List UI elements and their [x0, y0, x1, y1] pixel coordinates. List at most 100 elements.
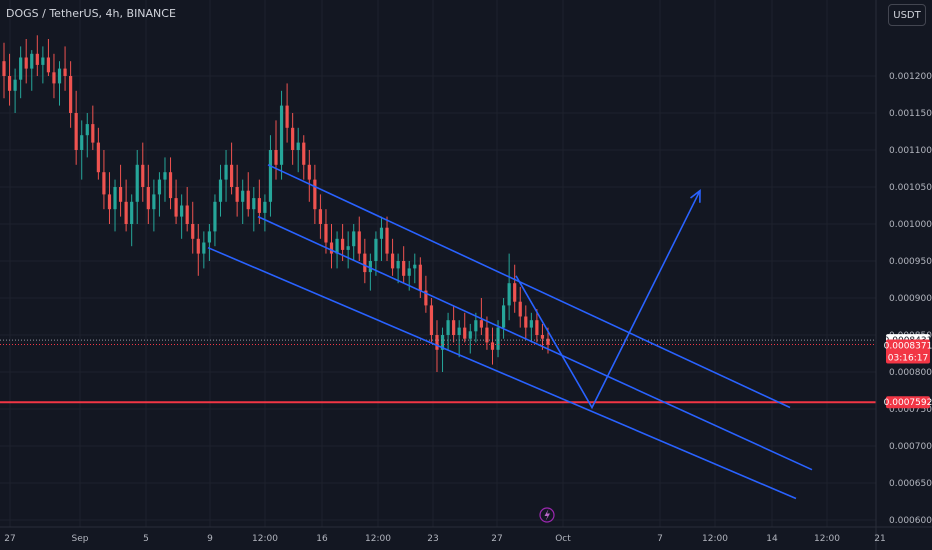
- candle-body: [313, 179, 317, 210]
- candle: [252, 187, 256, 232]
- candle-body: [402, 261, 406, 276]
- candle: [540, 323, 545, 350]
- candle-body: [19, 57, 23, 80]
- candle: [13, 68, 17, 113]
- x-tick-label: 12:00: [814, 534, 840, 544]
- x-tick-label: 21: [874, 534, 885, 544]
- candle-body: [501, 305, 506, 328]
- candle: [429, 298, 434, 343]
- candle-body: [346, 246, 350, 250]
- candle: [157, 172, 162, 217]
- price-tag: 0.0007592: [884, 396, 932, 409]
- candle-body: [91, 124, 95, 143]
- candle-body: [507, 283, 511, 306]
- candle-body: [41, 57, 45, 65]
- candle: [202, 231, 206, 269]
- candle: [180, 194, 184, 239]
- candle-body: [13, 79, 17, 91]
- candle-body: [102, 172, 106, 195]
- candle: [146, 164, 150, 224]
- candle: [2, 42, 6, 99]
- candle-body: [352, 231, 356, 247]
- y-tick-label: 0.0006000: [889, 516, 932, 526]
- candle-body: [224, 164, 228, 180]
- candle: [274, 120, 278, 180]
- candle-body: [135, 164, 139, 202]
- trend-channel-drawing[interactable]: [207, 164, 813, 500]
- candle: [74, 90, 78, 165]
- candle-body: [513, 283, 517, 302]
- candle: [85, 113, 89, 158]
- candle: [268, 135, 273, 217]
- price-tag-value: 0.0008371: [884, 342, 932, 352]
- candle: [346, 231, 350, 269]
- candle: [402, 246, 406, 284]
- candle-body: [141, 164, 145, 187]
- candle: [524, 305, 528, 339]
- candle: [535, 309, 539, 343]
- x-tick-label: 27: [491, 534, 502, 544]
- candle-body: [474, 320, 478, 332]
- candle-body: [2, 61, 6, 76]
- currency-button[interactable]: USDT: [888, 4, 926, 26]
- candle-body: [279, 105, 284, 165]
- lightning-icon[interactable]: [539, 507, 555, 523]
- candle-body: [463, 327, 467, 339]
- candle-body: [124, 201, 128, 224]
- price-tag-countdown: 03:16:17: [888, 354, 928, 364]
- candle: [107, 172, 112, 224]
- candle-body: [496, 327, 500, 350]
- candle-body: [418, 264, 422, 291]
- candle-body: [341, 238, 345, 250]
- candle-body: [379, 227, 384, 239]
- candle: [357, 216, 361, 261]
- candle-body: [424, 290, 428, 306]
- candle: [152, 179, 156, 232]
- candle-body: [191, 224, 195, 239]
- candle-body: [479, 320, 483, 328]
- candle: [241, 179, 245, 224]
- candle-body: [46, 57, 51, 73]
- x-tick-label: Sep: [72, 534, 89, 544]
- candle: [224, 150, 228, 202]
- candle-body: [7, 76, 12, 91]
- candle: [46, 39, 51, 76]
- x-tick-label: 23: [427, 534, 438, 544]
- candle: [396, 253, 400, 284]
- candle-body: [207, 231, 211, 243]
- candle-body: [440, 335, 445, 350]
- x-tick-label: 12:00: [702, 534, 728, 544]
- candle-body: [152, 194, 156, 210]
- candle: [52, 53, 56, 99]
- candle-body: [157, 179, 162, 195]
- candle-body: [130, 201, 134, 224]
- candle: [191, 201, 195, 254]
- price-lines: [0, 339, 876, 404]
- candle-body: [296, 142, 300, 150]
- candle: [302, 135, 306, 180]
- candle: [329, 224, 334, 269]
- candle-body: [63, 68, 67, 76]
- candle: [479, 298, 483, 335]
- candle-body: [168, 172, 173, 199]
- candle-body: [368, 261, 372, 273]
- candle-body: [529, 320, 533, 328]
- candle: [529, 312, 533, 343]
- candle-body: [363, 253, 367, 273]
- candle-body: [252, 198, 256, 210]
- price-tag-bg: [886, 396, 930, 409]
- candle-body: [57, 68, 62, 84]
- candle: [318, 194, 323, 239]
- price-tag-bg: [886, 339, 930, 364]
- candle: [163, 157, 167, 202]
- candle: [185, 187, 189, 232]
- candle-body: [196, 238, 200, 254]
- time-axis[interactable]: 27 Sep 5 9 12:00 16 12:00 23 27 Oct 7 12:00 14 12:00 2…: [0, 526, 932, 544]
- candle-body: [218, 179, 223, 202]
- candle: [24, 39, 28, 84]
